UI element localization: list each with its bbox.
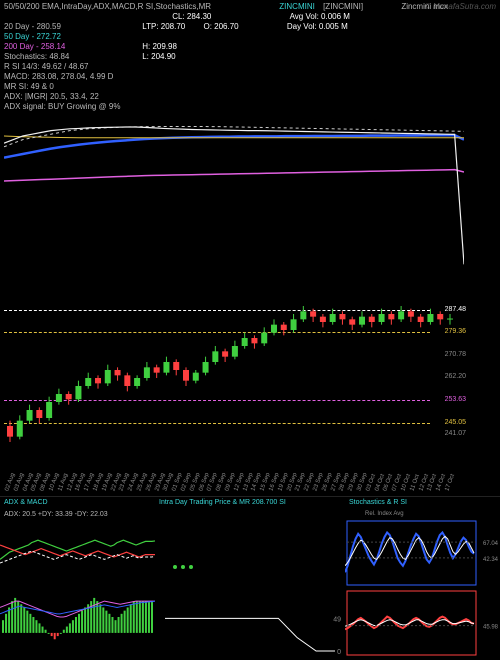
candle-chart-svg — [4, 290, 464, 450]
rsi: R SI 14/3: 49.62 / 48.67 — [4, 62, 89, 71]
ltp: LTP: 208.70 — [142, 22, 185, 31]
header: 50/50/200 EMA,IntraDay,ADX,MACD,R SI,Sto… — [4, 2, 496, 112]
avg-vol: Avg Vol: 0.006 M — [290, 12, 350, 21]
day-vol: Day Vol: 0.005 M — [287, 22, 348, 31]
adx-svg — [0, 497, 155, 660]
candle-chart: 287.48279.36270.78262.20253.63245.05241.… — [4, 290, 464, 450]
open: O: 206.70 — [203, 22, 238, 31]
ma50: 50 Day - 272.72 — [4, 32, 61, 41]
ma20: 20 Day - 280.59 — [4, 22, 134, 32]
svg-text:42.34: 42.34 — [483, 557, 499, 563]
stochastics: Stochastics: 48.84 — [4, 52, 134, 62]
root: © MunafaSutra.com 50/50/200 EMA,IntraDay… — [0, 0, 500, 660]
svg-text:45.98: 45.98 — [483, 625, 499, 631]
date-axis: 02 Aug03 Aug04 Aug05 Aug08 Aug10 Aug11 A… — [4, 452, 464, 492]
stoch-svg: 42.34 67.04 45.98 — [345, 497, 500, 660]
indicator-list: 50/50/200 EMA,IntraDay,ADX,MACD,R SI,Sto… — [4, 2, 211, 11]
symbol-desc: Zincmini mcx — [401, 2, 448, 11]
svg-text:0: 0 — [337, 649, 341, 656]
svg-text:49: 49 — [333, 616, 341, 623]
symbol: ZINCMINI — [279, 2, 315, 11]
close-price: CL: 284.30 — [172, 12, 211, 21]
bottom-panels: ADX & MACD ADX: 20.5 +DY: 33.39 -DY: 22.… — [0, 496, 500, 660]
low: L: 204.90 — [142, 52, 175, 61]
symbol-bracket: [ZINCMINI] — [323, 2, 363, 11]
main-chart — [4, 100, 464, 280]
macd: MACD: 283.08, 278.04, 4.99 D — [4, 72, 113, 81]
ma200: 200 Day - 258.14 — [4, 42, 134, 52]
svg-text:67.04: 67.04 — [483, 541, 499, 547]
stochastics-panel: Stochastics & R SI Rel. Index Avg 42.346… — [345, 496, 500, 660]
mr-si: MR SI: 49 & 0 — [4, 82, 54, 91]
adx-macd-panel: ADX & MACD ADX: 20.5 +DY: 33.39 -DY: 22.… — [0, 496, 155, 660]
high: H: 209.98 — [142, 42, 177, 51]
main-chart-svg — [4, 100, 464, 280]
intra-svg: 0 49 — [155, 497, 345, 660]
intraday-panel: Intra Day Trading Price & MR 208.700 SI … — [155, 496, 345, 660]
